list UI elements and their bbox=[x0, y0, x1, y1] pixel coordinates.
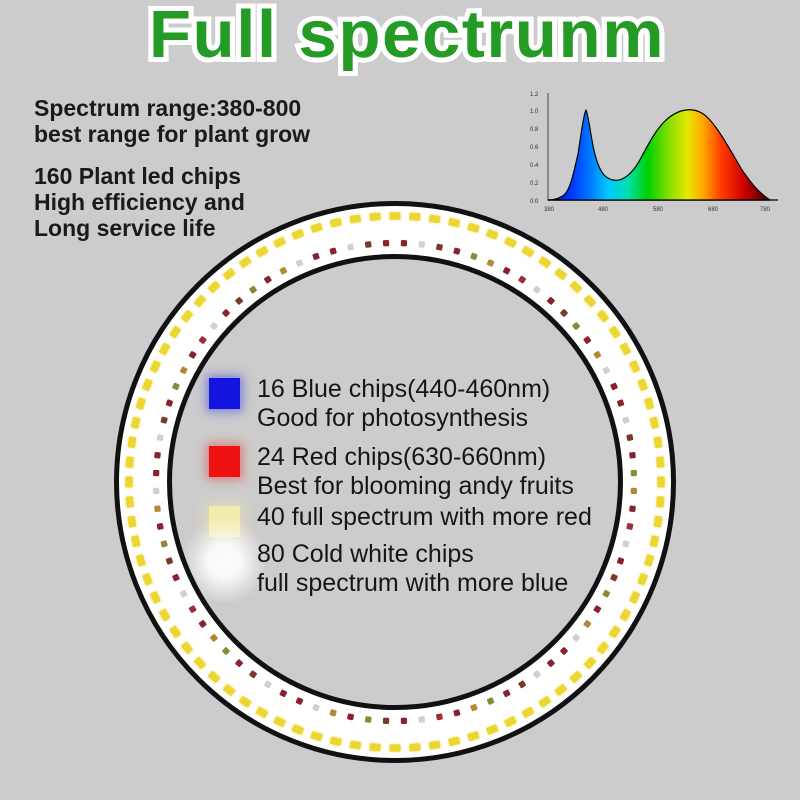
svg-text:0.6: 0.6 bbox=[530, 145, 539, 151]
svg-text:0.8: 0.8 bbox=[530, 127, 539, 133]
svg-text:0.2: 0.2 bbox=[530, 181, 539, 187]
svg-text:0.4: 0.4 bbox=[530, 163, 539, 169]
svg-text:780: 780 bbox=[760, 207, 771, 213]
svg-text:1.2: 1.2 bbox=[530, 92, 539, 98]
svg-text:680: 680 bbox=[708, 207, 719, 213]
svg-text:1.0: 1.0 bbox=[530, 109, 539, 115]
